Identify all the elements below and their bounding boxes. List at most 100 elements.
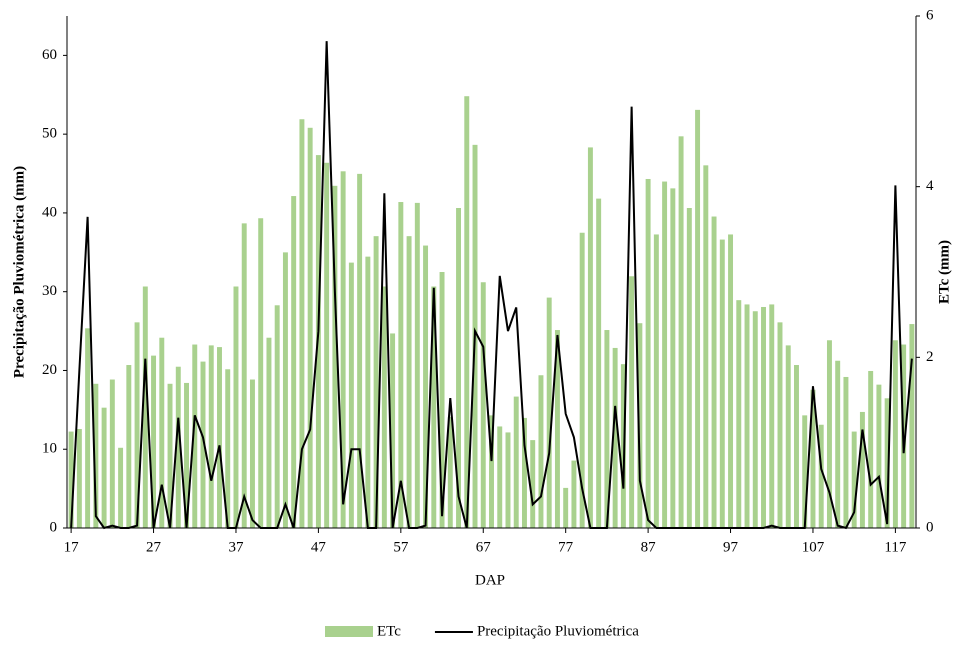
bar [802, 415, 808, 528]
bar [233, 286, 239, 528]
x-tick-label: 87 [641, 539, 657, 555]
bar [93, 383, 99, 528]
bar [546, 297, 552, 528]
bar [134, 322, 140, 528]
y-tick-label: 50 [42, 126, 57, 142]
x-tick-label: 17 [64, 539, 80, 555]
bar [118, 447, 124, 528]
bar [456, 208, 462, 528]
x-tick-label: 77 [558, 539, 574, 555]
bar [859, 411, 865, 528]
bar [909, 324, 915, 528]
bar [645, 178, 651, 528]
bar [686, 208, 692, 528]
y2-tick-label: 0 [926, 519, 934, 535]
bar [324, 162, 330, 529]
bar [728, 234, 734, 528]
bar [637, 323, 643, 528]
bar [719, 239, 725, 528]
legend-swatch [325, 626, 373, 637]
bar [357, 173, 363, 528]
x-tick-label: 47 [311, 539, 327, 555]
bar [571, 460, 577, 528]
bar [184, 382, 189, 528]
bar [307, 127, 313, 528]
bar [678, 136, 684, 528]
legend-label: ETc [377, 623, 401, 639]
bar [513, 396, 519, 528]
bar [596, 198, 602, 528]
bar [266, 337, 272, 528]
bar [142, 286, 148, 528]
bar [258, 218, 264, 529]
bar [810, 389, 816, 528]
bar [274, 305, 280, 528]
bar [884, 398, 890, 528]
bar [109, 379, 115, 528]
bar [736, 300, 742, 528]
bar [521, 417, 527, 528]
x-tick-label: 37 [228, 539, 244, 555]
bar [785, 345, 791, 528]
bar [85, 328, 91, 528]
y2-axis-title: ETc (mm) [936, 240, 952, 304]
bar [76, 429, 82, 528]
bar [480, 282, 486, 528]
bar [612, 347, 618, 528]
legend-label: Precipitação Pluviométrica [477, 623, 639, 639]
y-tick-label: 40 [42, 204, 57, 220]
x-tick-label: 97 [723, 539, 739, 555]
y2-tick-label: 2 [926, 349, 934, 365]
bar [538, 375, 544, 528]
x-tick-label: 117 [884, 539, 906, 555]
bar [695, 109, 701, 528]
bar [761, 306, 766, 528]
bar [282, 252, 288, 528]
x-tick-label: 57 [393, 539, 409, 555]
bar [398, 202, 404, 528]
bar [505, 432, 511, 528]
x-tick-label: 67 [476, 539, 492, 555]
bar [381, 286, 387, 528]
bar [868, 370, 874, 528]
y-tick-label: 30 [42, 283, 57, 299]
bar [151, 355, 157, 528]
bar [843, 376, 849, 528]
x-tick-label: 27 [146, 539, 162, 555]
bar [711, 216, 717, 529]
bar [629, 276, 635, 528]
bar [439, 272, 445, 528]
bar [497, 426, 503, 528]
bar [192, 344, 198, 528]
bar [423, 245, 429, 528]
bar [175, 366, 181, 528]
bar [777, 322, 783, 528]
y2-tick-label: 6 [926, 7, 934, 23]
bar [406, 236, 412, 528]
y2-tick-label: 4 [926, 178, 934, 194]
bar [851, 431, 857, 528]
bar [703, 165, 709, 529]
bar [390, 333, 396, 528]
bar [414, 202, 420, 528]
bar [752, 311, 758, 528]
bar [744, 304, 750, 528]
bar [579, 232, 585, 528]
y-tick-label: 0 [50, 519, 58, 535]
bar [447, 417, 453, 528]
bar [217, 347, 222, 528]
bar [167, 383, 173, 528]
x-axis-title: DAP [475, 572, 505, 588]
x-tick-label: 107 [802, 539, 825, 555]
bar [332, 185, 338, 528]
bar [530, 440, 536, 528]
bar [826, 340, 832, 528]
bar [662, 181, 668, 528]
bar [653, 234, 659, 528]
bar [587, 147, 593, 528]
bar [291, 196, 297, 528]
bar [365, 256, 371, 528]
bar [208, 345, 214, 528]
bar [876, 384, 882, 528]
bar [68, 431, 74, 528]
